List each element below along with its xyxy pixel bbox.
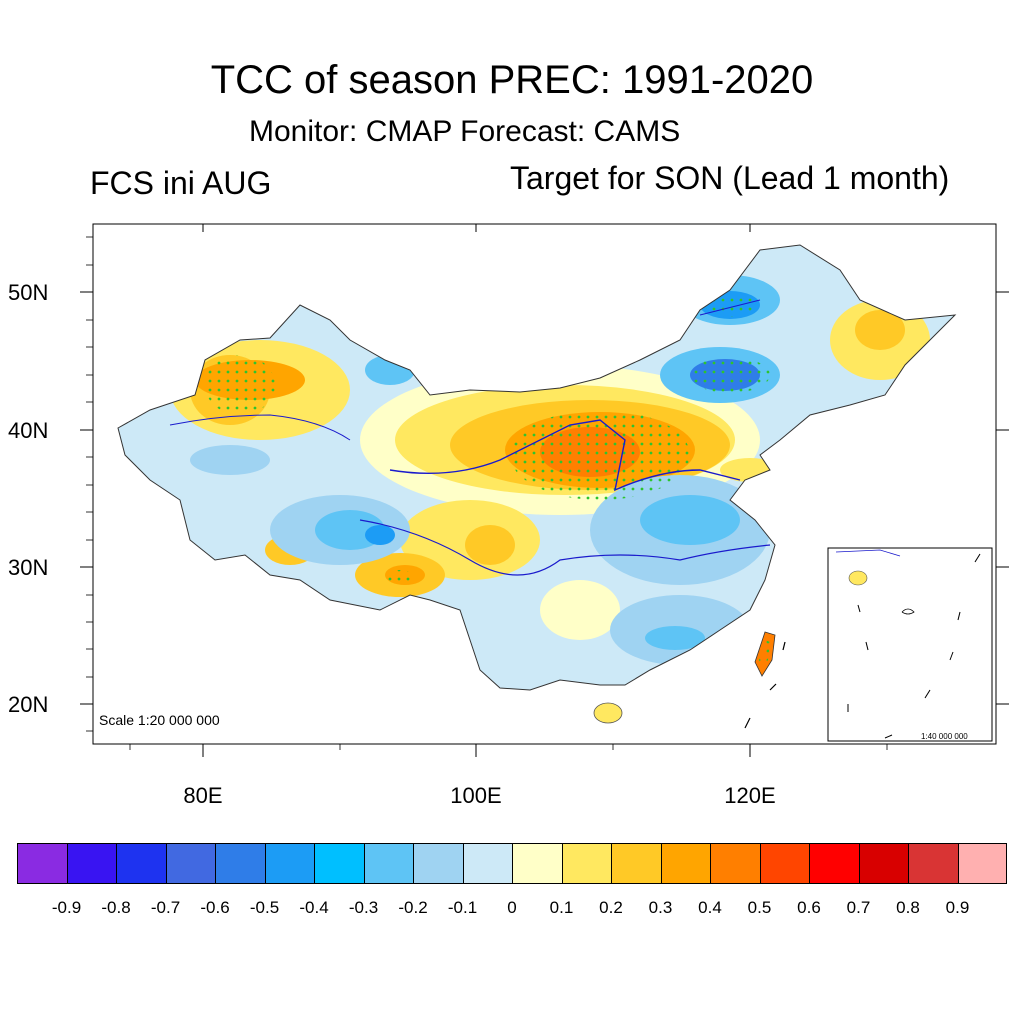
colorbar-box xyxy=(215,843,265,884)
colorbar-box xyxy=(759,843,809,884)
colorbar-box xyxy=(908,843,958,884)
colorbar-label: -0.5 xyxy=(249,898,280,917)
colorbar-label: 0.5 xyxy=(747,898,772,917)
axis-ticks xyxy=(80,224,1009,757)
colorbar-label: 0.8 xyxy=(896,898,920,917)
colorbar-box xyxy=(264,843,314,884)
amur-river xyxy=(699,299,761,316)
colorbar-box xyxy=(858,843,908,884)
colorbar-box xyxy=(809,843,859,884)
lat-label-20n: 20N xyxy=(8,692,49,717)
colorbar-box xyxy=(66,843,116,884)
colorbar-label: -0.1 xyxy=(447,898,478,917)
colorbar-box xyxy=(314,843,364,884)
colorbar-box xyxy=(17,843,67,884)
colorbar-label: -0.9 xyxy=(51,898,82,917)
colorbar-label: 0.9 xyxy=(945,898,970,917)
lon-label-120e: 120E xyxy=(724,783,776,808)
colorbar-box xyxy=(413,843,463,884)
tarim-river xyxy=(169,414,351,441)
hainan-island xyxy=(593,702,623,724)
colorbar-box xyxy=(363,843,413,884)
colorbar-label: -0.7 xyxy=(150,898,181,917)
colorbar-label: -0.2 xyxy=(398,898,428,917)
colorbar-label: 0.3 xyxy=(648,898,673,917)
yangtze-river xyxy=(359,519,771,576)
colorbar-box xyxy=(957,843,1007,884)
colorbar-label: -0.6 xyxy=(200,898,230,917)
colorbar-label: 0.2 xyxy=(599,898,623,917)
colorbar-box xyxy=(660,843,710,884)
scale-label: Scale 1:20 000 000 xyxy=(99,712,220,728)
right-string: Target for SON (Lead 1 month) xyxy=(510,160,950,196)
colorbar-box xyxy=(561,843,611,884)
colorbar-label: -0.4 xyxy=(299,898,329,917)
inset-scale-label: 1:40 000 000 xyxy=(921,732,968,741)
lat-label-50n: 50N xyxy=(8,280,49,305)
map-subtitle: Monitor: CMAP Forecast: CAMS xyxy=(249,115,681,148)
lat-label-30n: 30N xyxy=(8,555,49,580)
colorbar-box xyxy=(462,843,512,884)
lat-label-40n: 40N xyxy=(8,418,49,443)
colorbar-box xyxy=(611,843,661,884)
yellow-river xyxy=(389,419,741,492)
colorbar-label: 0 xyxy=(507,898,517,917)
lon-label-80e: 80E xyxy=(183,783,223,808)
colorbar-label: -0.3 xyxy=(348,898,379,917)
left-string: FCS ini AUG xyxy=(90,165,272,201)
map-title: TCC of season PREC: 1991-2020 xyxy=(210,58,814,102)
colorbar-label: 0.1 xyxy=(549,898,574,917)
colorbar-label: 0.6 xyxy=(797,898,821,917)
colorbar-label: 0.7 xyxy=(846,898,871,917)
colorbar-box xyxy=(710,843,760,884)
colorbar-box xyxy=(116,843,166,884)
colorbar-box xyxy=(165,843,215,884)
country-outline xyxy=(117,244,957,691)
colorbar-box xyxy=(512,843,562,884)
colorbar-label: -0.8 xyxy=(101,898,131,917)
lon-label-100e: 100E xyxy=(450,783,502,808)
colorbar-label: 0.4 xyxy=(698,898,722,917)
